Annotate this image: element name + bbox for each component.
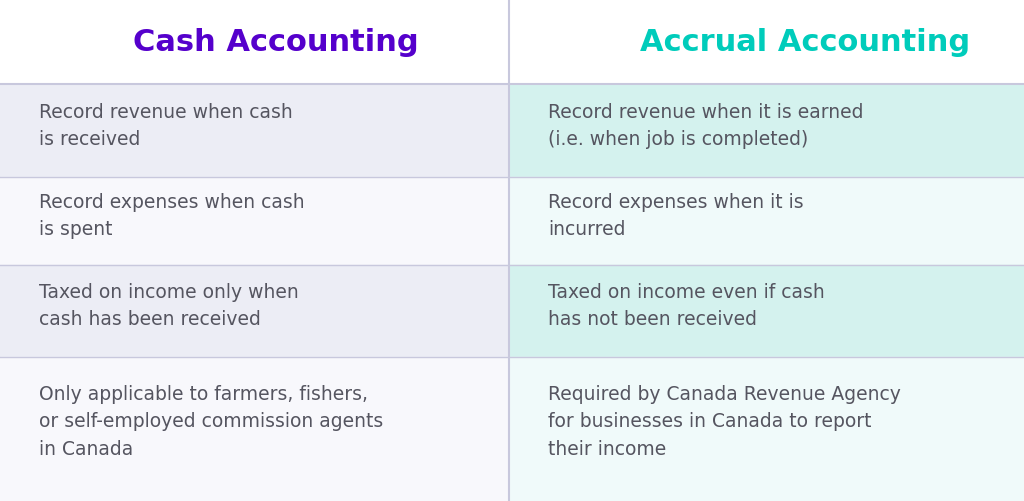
Text: Record revenue when it is earned
(i.e. when job is completed): Record revenue when it is earned (i.e. w… — [548, 103, 863, 149]
Bar — [0, 84, 509, 177]
Bar — [509, 177, 1024, 265]
Bar — [0, 0, 509, 84]
Bar — [0, 265, 509, 357]
Text: Record expenses when cash
is spent: Record expenses when cash is spent — [39, 193, 304, 239]
Bar — [0, 177, 509, 265]
Bar — [509, 357, 1024, 501]
Text: Required by Canada Revenue Agency
for businesses in Canada to report
their incom: Required by Canada Revenue Agency for bu… — [548, 385, 901, 459]
Text: Record revenue when cash
is received: Record revenue when cash is received — [39, 103, 293, 149]
Text: Accrual Accounting: Accrual Accounting — [640, 28, 970, 57]
Bar — [0, 357, 509, 501]
Bar — [509, 0, 1024, 84]
Text: Only applicable to farmers, fishers,
or self-employed commission agents
in Canad: Only applicable to farmers, fishers, or … — [39, 385, 383, 459]
Bar — [509, 265, 1024, 357]
Text: Taxed on income even if cash
has not been received: Taxed on income even if cash has not bee… — [548, 283, 824, 329]
Text: Record expenses when it is
incurred: Record expenses when it is incurred — [548, 193, 804, 239]
Text: Taxed on income only when
cash has been received: Taxed on income only when cash has been … — [39, 283, 299, 329]
Bar — [509, 84, 1024, 177]
Text: Cash Accounting: Cash Accounting — [133, 28, 419, 57]
